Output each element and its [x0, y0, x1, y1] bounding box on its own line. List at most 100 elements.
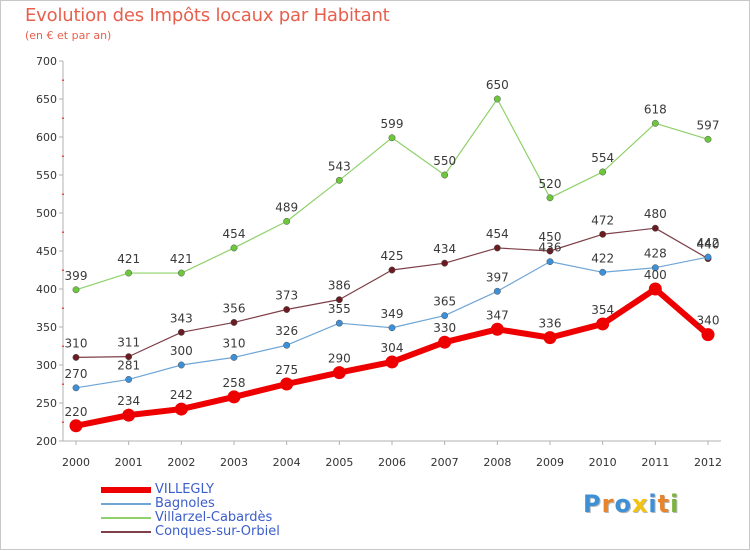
data-label-villegly: 304	[381, 341, 404, 355]
legend-swatch-conques-sur-orbiel	[101, 531, 151, 533]
data-label-conques-sur-orbiel: 434	[433, 242, 456, 256]
x-tick-label: 2011	[641, 456, 669, 469]
data-point-conques-sur-orbiel	[546, 247, 554, 255]
data-label-villarzel-cabardes: 454	[223, 227, 246, 241]
data-point-villegly	[596, 317, 610, 331]
data-label-villarzel-cabardes: 520	[539, 177, 562, 191]
x-tick-label: 2012	[694, 456, 722, 469]
data-label-bagnoles: 326	[275, 324, 298, 338]
y-tick-label: 300	[36, 359, 57, 372]
data-point-conques-sur-orbiel	[125, 353, 133, 361]
data-label-bagnoles: 355	[328, 302, 351, 316]
legend-label-villarzel-cabardes: Villarzel-Cabardès	[155, 510, 273, 525]
data-label-conques-sur-orbiel: 373	[275, 289, 298, 303]
logo-letter: r	[601, 490, 615, 518]
legend-swatch-bagnoles	[101, 503, 151, 505]
data-label-villegly: 340	[697, 314, 720, 328]
data-point-villegly	[543, 331, 557, 345]
data-label-bagnoles: 397	[486, 270, 509, 284]
data-point-villegly	[280, 377, 294, 391]
y-minor-tick	[62, 155, 64, 157]
chart-subtitle: (en € et par an)	[25, 29, 112, 42]
data-point-bagnoles	[125, 375, 133, 383]
y-tick-label: 650	[36, 93, 57, 106]
x-tick-label: 2007	[431, 456, 459, 469]
data-label-bagnoles: 310	[223, 336, 246, 350]
y-tick-label: 200	[36, 435, 57, 448]
data-point-bagnoles	[335, 319, 343, 327]
y-minor-tick	[62, 193, 64, 195]
data-label-bagnoles: 422	[591, 251, 614, 265]
data-label-conques-sur-orbiel: 480	[644, 207, 667, 221]
y-minor-tick	[62, 269, 64, 271]
data-point-bagnoles	[704, 253, 712, 261]
data-label-villarzel-cabardes: 421	[117, 252, 140, 266]
x-tick-label: 2001	[115, 456, 143, 469]
data-label-villegly: 258	[223, 376, 246, 390]
data-point-villegly	[69, 419, 83, 433]
data-label-villarzel-cabardes: 489	[275, 200, 298, 214]
data-point-conques-sur-orbiel	[72, 353, 80, 361]
x-tick-label: 2003	[220, 456, 248, 469]
data-point-villegly	[122, 408, 136, 422]
data-point-villegly	[332, 366, 346, 380]
x-tick-label: 2010	[589, 456, 617, 469]
x-tick-label: 2004	[273, 456, 301, 469]
y-minor-tick	[62, 345, 64, 347]
data-point-bagnoles	[599, 268, 607, 276]
data-point-bagnoles	[177, 361, 185, 369]
logo-letter: i	[670, 490, 680, 518]
data-label-villegly: 336	[539, 317, 562, 331]
x-tick-label: 2002	[167, 456, 195, 469]
chart-title: Evolution des Impôts locaux par Habitant	[25, 5, 390, 26]
x-tick-label: 2000	[62, 456, 90, 469]
data-point-bagnoles	[651, 264, 659, 272]
data-point-conques-sur-orbiel	[388, 266, 396, 274]
y-minor-tick	[62, 307, 64, 309]
data-label-villarzel-cabardes: 599	[381, 117, 404, 131]
y-tick-label: 250	[36, 397, 57, 410]
data-point-conques-sur-orbiel	[335, 296, 343, 304]
data-point-conques-sur-orbiel	[441, 259, 449, 267]
logo-letter: i	[648, 490, 658, 518]
data-label-conques-sur-orbiel: 440	[697, 238, 720, 252]
legend-label-bagnoles: Bagnoles	[155, 496, 215, 511]
data-point-bagnoles	[230, 353, 238, 361]
legend-label-conques-sur-orbiel: Conques-sur-Orbiel	[155, 524, 280, 539]
y-tick-label: 600	[36, 131, 57, 144]
legend-swatch-villegly	[101, 487, 151, 493]
data-label-conques-sur-orbiel: 425	[381, 249, 404, 263]
data-label-bagnoles: 349	[381, 307, 404, 321]
y-minor-tick	[62, 117, 64, 119]
data-point-conques-sur-orbiel	[283, 306, 291, 313]
y-minor-tick	[62, 421, 64, 423]
data-point-bagnoles	[72, 384, 80, 392]
data-point-villarzel-cabardes	[493, 95, 501, 103]
data-label-villegly: 234	[117, 394, 140, 408]
data-point-villegly	[701, 328, 715, 342]
logo-letter: x	[631, 490, 649, 518]
data-point-conques-sur-orbiel	[651, 224, 659, 232]
data-label-conques-sur-orbiel: 310	[65, 336, 88, 350]
data-label-villarzel-cabardes: 421	[170, 252, 193, 266]
data-label-villarzel-cabardes: 550	[433, 154, 456, 168]
data-label-villarzel-cabardes: 650	[486, 78, 509, 92]
data-label-villegly: 347	[486, 308, 509, 322]
y-tick-label: 400	[36, 283, 57, 296]
data-label-bagnoles: 270	[65, 367, 88, 381]
data-label-conques-sur-orbiel: 454	[486, 227, 509, 241]
data-label-bagnoles: 442	[697, 236, 720, 250]
data-label-bagnoles: 300	[170, 344, 193, 358]
data-label-villegly: 220	[65, 405, 88, 419]
data-label-conques-sur-orbiel: 343	[170, 311, 193, 325]
data-point-conques-sur-orbiel	[177, 328, 185, 336]
proxiti-logo: Proxiti	[583, 490, 679, 518]
data-point-villegly	[174, 402, 188, 416]
data-point-bagnoles	[493, 287, 501, 295]
data-point-villarzel-cabardes	[335, 176, 343, 184]
data-point-villarzel-cabardes	[388, 134, 396, 142]
data-point-villegly	[227, 390, 241, 404]
data-label-conques-sur-orbiel: 450	[539, 230, 562, 244]
data-label-villegly: 242	[170, 388, 193, 402]
